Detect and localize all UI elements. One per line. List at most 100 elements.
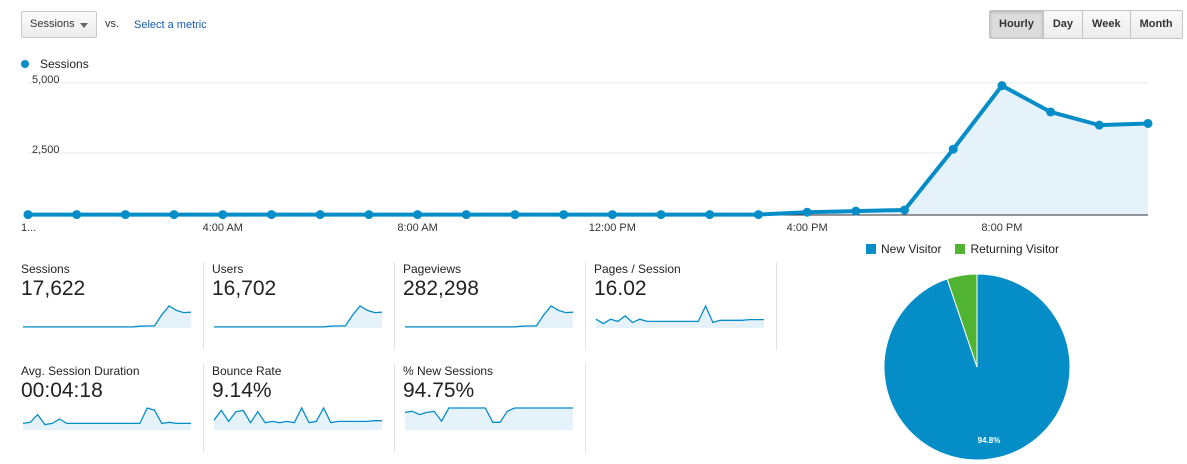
range-day-button[interactable]: Day (1042, 11, 1083, 38)
scorecard-label: Pageviews (403, 262, 462, 276)
data-point[interactable] (1046, 107, 1056, 117)
x-tick-label: 4:00 PM (787, 222, 828, 234)
pie-data-label: 94.8% (978, 436, 1001, 445)
scorecard-label: % New Sessions (403, 364, 494, 378)
pie-legend-label: Returning Visitor (970, 242, 1059, 256)
sparkline-path (405, 305, 573, 328)
sparkline-fill (405, 306, 573, 328)
legend-dot-icon (21, 60, 29, 68)
scorecard-value: 16,702 (212, 277, 277, 300)
metric-dropdown-value: Sessions (30, 18, 75, 30)
sparkline-fill (214, 306, 382, 328)
metric-dropdown[interactable]: Sessions (21, 11, 97, 38)
select-metric-link[interactable]: Select a metric (134, 19, 207, 31)
x-tick-label: 12:00 PM (589, 222, 636, 234)
data-point[interactable] (900, 205, 910, 215)
sparkline (213, 406, 382, 430)
sparkline-path (23, 305, 191, 328)
sparkline-fill (405, 408, 573, 430)
sparkline-path (404, 407, 573, 423)
scorecard-label: Sessions (21, 262, 70, 276)
sparkline-fill (214, 408, 382, 430)
visitor-type-pie-chart: 94.8% (883, 273, 1071, 461)
pie-legend-item: New Visitor (866, 242, 941, 256)
pie-legend-label: New Visitor (881, 242, 942, 256)
scorecard-pageviews[interactable]: Pageviews 282,298 (403, 262, 586, 350)
scorecard-label: Pages / Session (594, 262, 681, 276)
chart-legend: Sessions (21, 57, 89, 71)
data-point[interactable] (218, 210, 228, 220)
sessions-line-chart: 2,500 5,000 1... 4:00 AM 8:00 AM 12:00 PM 4:00… (21, 75, 1153, 234)
sparkline-fill (596, 306, 764, 328)
sparkline-path (22, 407, 191, 426)
sparkline-fill (23, 408, 191, 430)
scorecard-label: Users (212, 262, 244, 276)
sparkline (22, 407, 191, 430)
area-fill (28, 85, 1148, 215)
sparkline (404, 407, 573, 430)
data-point[interactable] (559, 210, 569, 220)
legend-label-sessions: Sessions (40, 57, 89, 71)
scorecard-bounce-rate[interactable]: Bounce Rate 9.14% (212, 364, 395, 452)
data-point[interactable] (851, 206, 861, 216)
scorecard-label: Bounce Rate (212, 364, 282, 378)
scorecard-label: Avg. Session Duration (21, 364, 140, 378)
scorecard-pages-per-session[interactable]: Pages / Session 16.02 (594, 262, 777, 350)
sparkline-path (213, 406, 382, 424)
y-tick-label: 2,500 (32, 144, 60, 156)
pie-slice[interactable] (946, 273, 978, 368)
scorecard-value: 17,622 (21, 277, 86, 300)
scorecard-users[interactable]: Users 16,702 (212, 262, 395, 350)
scorecard-new-sessions[interactable]: % New Sessions 94.75% (403, 364, 586, 452)
data-point[interactable] (266, 210, 276, 220)
data-point[interactable] (1094, 120, 1104, 130)
series-line (28, 83, 1149, 217)
data-point[interactable] (1143, 118, 1153, 128)
data-point[interactable] (413, 210, 423, 220)
sparkline-fill (23, 306, 191, 328)
x-tick-label: 1... (21, 222, 36, 234)
data-point[interactable] (753, 210, 763, 220)
data-point[interactable] (169, 210, 179, 220)
scorecard-value: 94.75% (403, 379, 475, 402)
data-point[interactable] (948, 144, 958, 154)
scorecard-avg-session-duration[interactable]: Avg. Session Duration 00:04:18 (21, 364, 204, 452)
data-point[interactable] (997, 81, 1007, 91)
range-month-button[interactable]: Month (1129, 11, 1182, 38)
data-point[interactable] (461, 210, 471, 220)
sparkline-path (595, 304, 764, 325)
sparkline (405, 305, 573, 328)
pie-legend-item: Returning Visitor (955, 242, 1059, 256)
data-point[interactable] (607, 210, 617, 220)
data-point[interactable] (120, 210, 130, 220)
x-tick-label: 8:00 PM (981, 222, 1022, 234)
sparkline-path (214, 305, 382, 328)
chevron-down-icon (80, 23, 88, 28)
data-point[interactable] (705, 210, 715, 220)
y-tick-label: 5,000 (32, 75, 60, 86)
range-hourly-button[interactable]: Hourly (990, 11, 1043, 38)
data-point[interactable] (23, 210, 33, 220)
x-tick-label: 4:00 AM (203, 222, 243, 234)
scorecard-value: 9.14% (212, 379, 272, 402)
range-week-button[interactable]: Week (1082, 11, 1130, 38)
vs-label: vs. (105, 18, 120, 30)
pie-legend: New Visitor Returning Visitor (866, 242, 1073, 256)
data-point[interactable] (802, 207, 812, 217)
scorecard-value: 16.02 (594, 277, 647, 300)
x-tick-label: 8:00 AM (397, 222, 437, 234)
data-point[interactable] (510, 210, 520, 220)
data-point[interactable] (364, 210, 374, 220)
data-point[interactable] (72, 210, 82, 220)
square-swatch-icon (866, 244, 876, 254)
scorecard-value: 00:04:18 (21, 379, 103, 402)
sparkline (23, 305, 191, 328)
sparkline (595, 304, 764, 328)
sparkline (214, 305, 382, 328)
data-point[interactable] (315, 210, 325, 220)
time-range-toggle: Hourly Day Week Month (989, 10, 1183, 39)
data-point[interactable] (656, 210, 666, 220)
square-swatch-icon (955, 244, 966, 254)
scorecard-value: 282,298 (403, 277, 479, 300)
scorecard-sessions[interactable]: Sessions 17,622 (21, 262, 204, 350)
